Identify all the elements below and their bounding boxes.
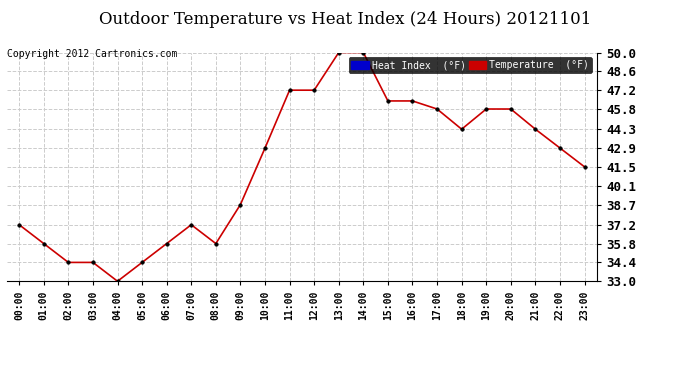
Text: Copyright 2012 Cartronics.com: Copyright 2012 Cartronics.com [7,49,177,59]
Legend: Heat Index  (°F), Temperature  (°F): Heat Index (°F), Temperature (°F) [348,57,592,73]
Text: Outdoor Temperature vs Heat Index (24 Hours) 20121101: Outdoor Temperature vs Heat Index (24 Ho… [99,11,591,28]
